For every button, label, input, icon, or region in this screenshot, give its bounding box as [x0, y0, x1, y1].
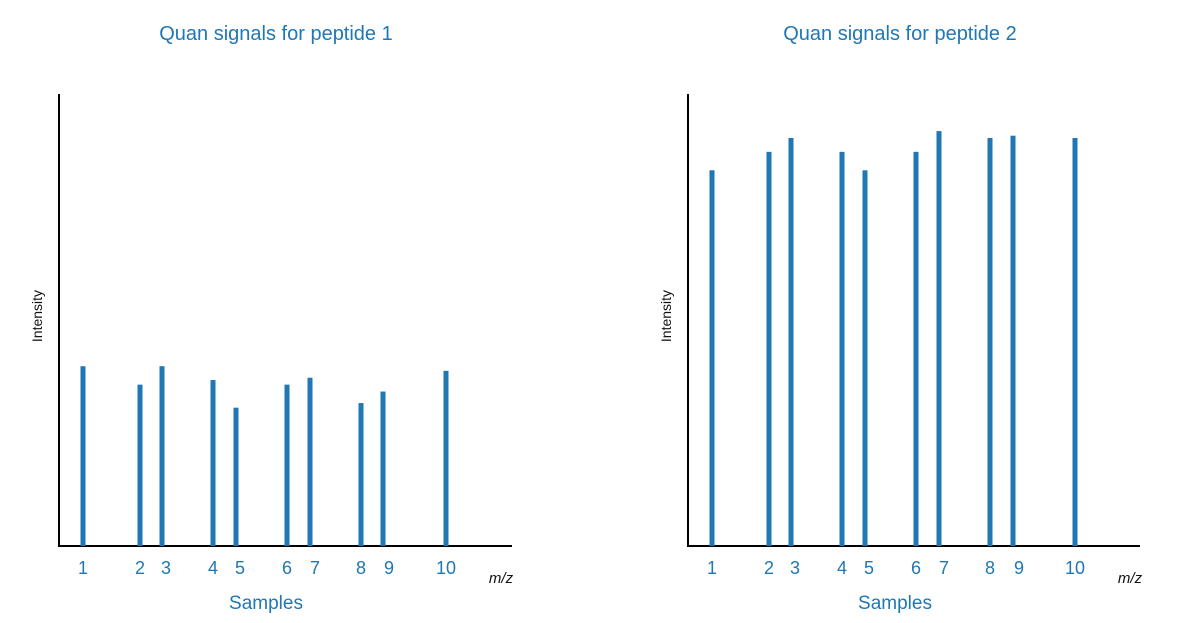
panel2-chart-title: Quan signals for peptide 2	[783, 23, 1017, 45]
panel1-x-unit-label: m/z	[489, 570, 514, 587]
panel2-bar-sample-8	[987, 138, 993, 546]
panel1-bar-sample-10	[443, 370, 449, 546]
panel1-tick-label-3: 3	[161, 558, 171, 578]
panel1-bar-sample-2	[137, 384, 143, 546]
panel1-tick-label-8: 8	[356, 558, 366, 578]
panel2-tick-label-3: 3	[790, 558, 800, 578]
panel2-tick-label-4: 4	[837, 558, 847, 578]
panel2-bar-sample-2	[766, 151, 772, 546]
panel2-bar-sample-1	[709, 170, 715, 546]
panel2-tick-label-9: 9	[1014, 558, 1024, 578]
panel2-bar-sample-10	[1072, 138, 1078, 546]
panel2-tick-label-7: 7	[939, 558, 949, 578]
panel1-tick-label-9: 9	[384, 558, 394, 578]
panel1-tick-label-2: 2	[135, 558, 145, 578]
panel2-y-axis-label: Intensity	[658, 290, 674, 342]
panel2-x-unit-label: m/z	[1118, 570, 1143, 587]
panel1-tick-label-1: 1	[78, 558, 88, 578]
panel2-tick-label-8: 8	[985, 558, 995, 578]
panel2-bar-sample-7	[936, 131, 942, 546]
panel2-x-axis-label: Samples	[858, 593, 932, 614]
panel2-tick-label-5: 5	[864, 558, 874, 578]
panel1-bar-sample-6	[284, 384, 290, 546]
panel1-chart-title: Quan signals for peptide 1	[159, 23, 393, 45]
panel1-x-axis-label: Samples	[229, 593, 303, 614]
panel1-bar-sample-1	[80, 366, 86, 546]
panel2-tick-label-1: 1	[707, 558, 717, 578]
panel2-bar-sample-5	[862, 170, 868, 546]
panel1-bar-sample-7	[307, 377, 313, 546]
panel1-tick-label-6: 6	[282, 558, 292, 578]
panel2-bar-sample-4	[839, 151, 845, 546]
panel1-bar-sample-5	[233, 407, 239, 546]
panel2-tick-label-10: 10	[1065, 558, 1085, 578]
panel2-bar-sample-6	[913, 151, 919, 546]
panel1-tick-label-10: 10	[436, 558, 456, 578]
panel2-bar-sample-9	[1010, 135, 1016, 546]
panel2-bar-sample-3	[788, 138, 794, 546]
panel1-y-axis-label: Intensity	[29, 290, 45, 342]
panel2-tick-label-6: 6	[911, 558, 921, 578]
panel1-tick-label-5: 5	[235, 558, 245, 578]
panel1-tick-label-4: 4	[208, 558, 218, 578]
panel1-bar-sample-8	[358, 403, 364, 546]
panel2-tick-label-2: 2	[764, 558, 774, 578]
panel1-tick-label-7: 7	[310, 558, 320, 578]
panel1-bar-sample-9	[380, 391, 386, 546]
panel1-bar-sample-4	[210, 380, 216, 546]
panel1-bar-sample-3	[159, 366, 165, 546]
